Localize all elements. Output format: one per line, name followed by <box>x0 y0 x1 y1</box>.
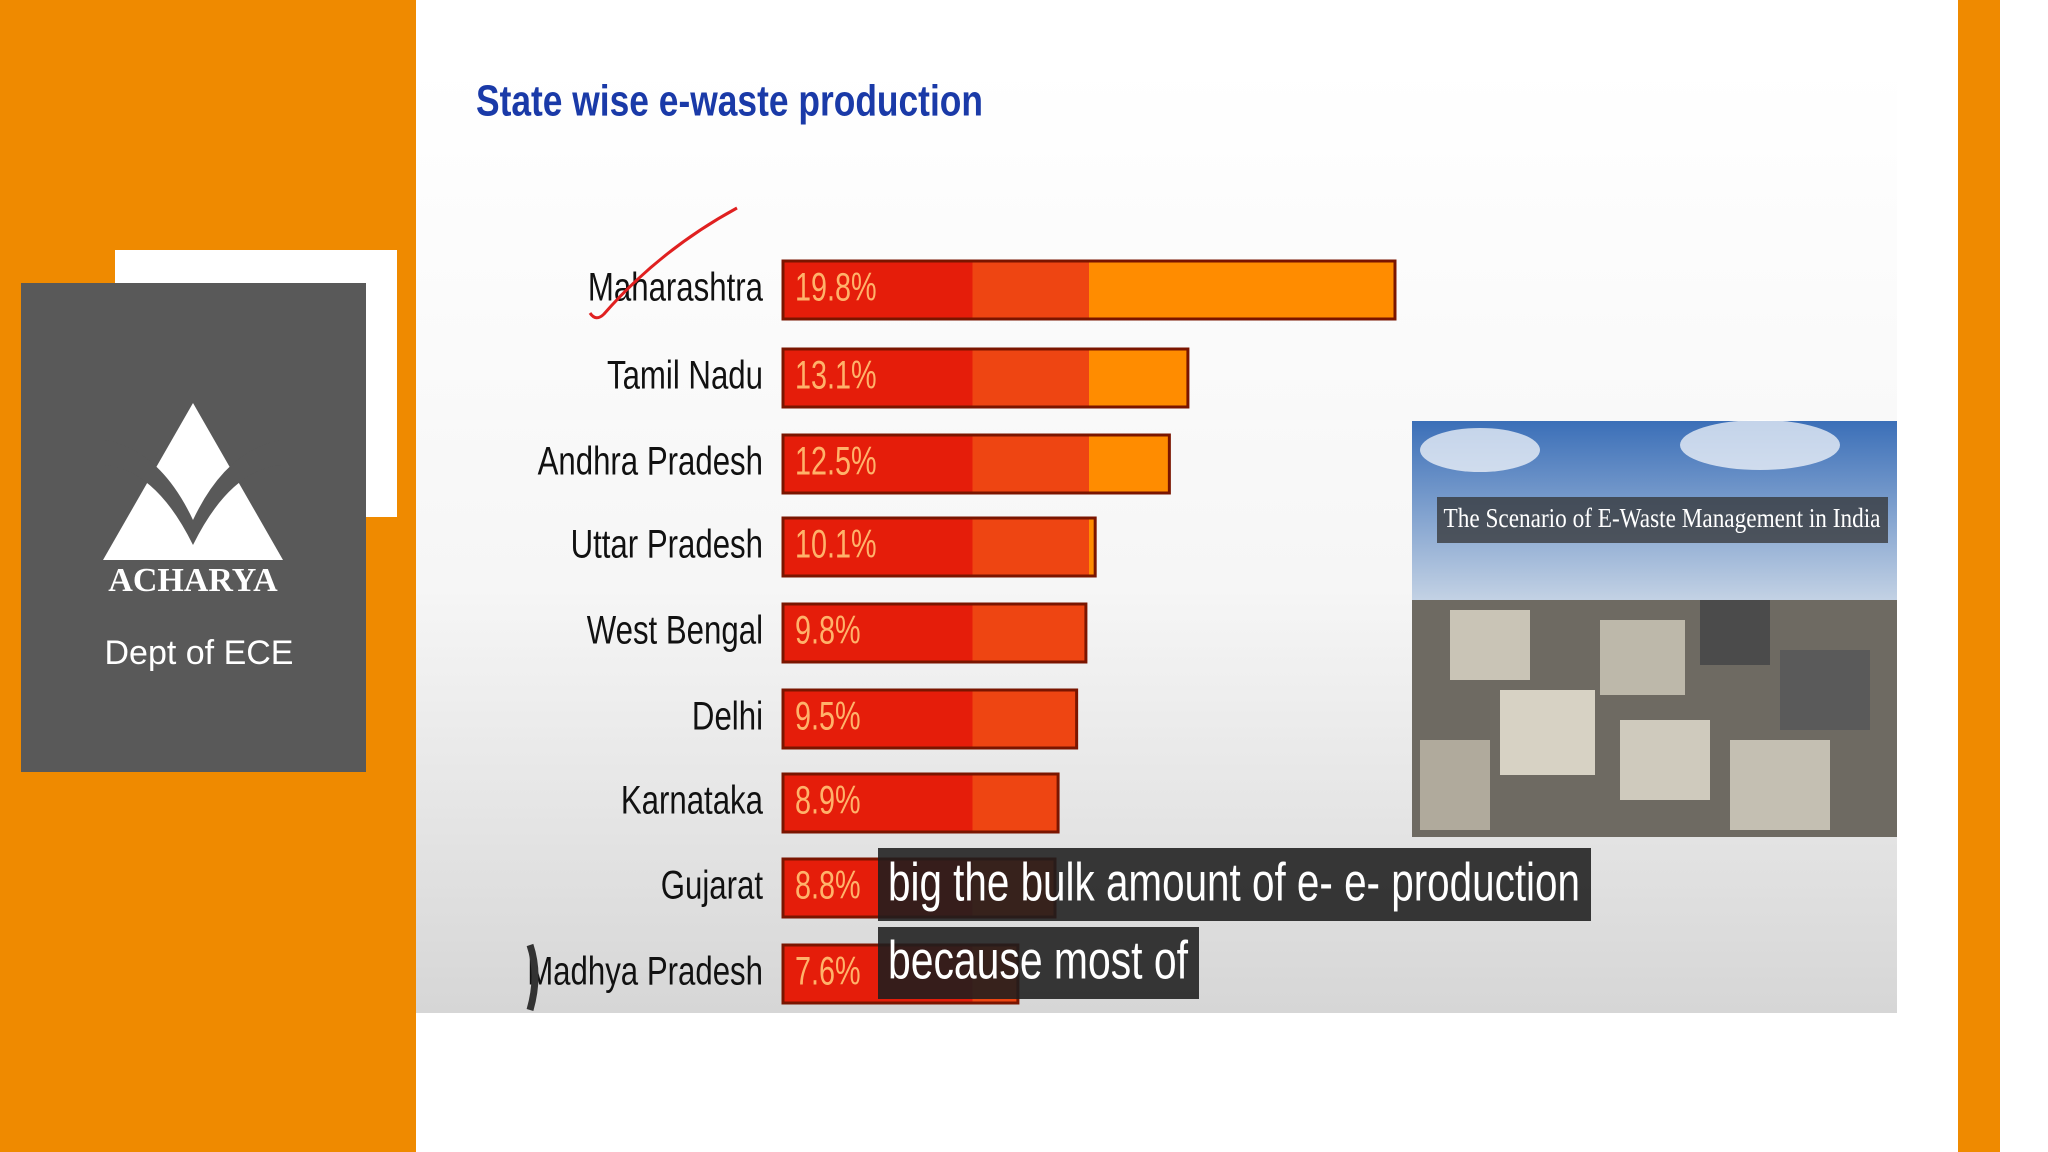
bar <box>781 516 1097 578</box>
image-caption: The Scenario of E-Waste Management in In… <box>1444 503 1881 533</box>
department: Dept of ECE <box>105 634 294 672</box>
category-label: Maharashtra <box>588 265 763 310</box>
category-label: Madhya Pradesh <box>527 949 763 994</box>
subtitle: big the bulk amount of e- e- production <box>888 852 1580 912</box>
bar <box>781 433 1171 495</box>
marker <box>526 943 539 1011</box>
value-label: 8.9% <box>795 778 861 823</box>
right-band <box>1958 0 2000 1152</box>
value-label: 9.8% <box>795 608 861 653</box>
category-label: Uttar Pradesh <box>571 522 763 567</box>
logo-mark <box>103 403 283 560</box>
category-label: West Bengal <box>587 608 763 653</box>
subtitle-box <box>878 927 1199 999</box>
value-label: 13.1% <box>795 353 877 398</box>
category-label: Karnataka <box>621 778 763 823</box>
category-label: Delhi <box>692 694 763 739</box>
bar <box>781 347 1190 409</box>
value-label: 7.6% <box>795 949 861 994</box>
subtitle: because most of <box>888 930 1189 990</box>
value-label: 19.8% <box>795 265 877 310</box>
value-label: 10.1% <box>795 522 877 567</box>
value-label: 9.5% <box>795 694 861 739</box>
category-label: Gujarat <box>661 863 763 908</box>
subtitle-box <box>878 848 1591 921</box>
category-label: Andhra Pradesh <box>538 439 763 484</box>
category-label: Tamil Nadu <box>607 353 763 398</box>
value-label: 12.5% <box>795 439 877 484</box>
bar <box>781 688 1079 750</box>
logo-text: ACHARYA <box>108 562 278 599</box>
bar <box>781 602 1088 664</box>
chart: Maharashtra 19.8% Tamil Nadu 13.1% Andhra Pr… <box>527 259 1397 1005</box>
bar <box>781 772 1060 834</box>
video-thumbnail <box>1412 420 1897 837</box>
value-label: 8.8% <box>795 863 861 908</box>
check-mark <box>588 206 738 320</box>
chart-title: State wise e-waste production <box>476 77 983 126</box>
bar <box>781 259 1397 321</box>
